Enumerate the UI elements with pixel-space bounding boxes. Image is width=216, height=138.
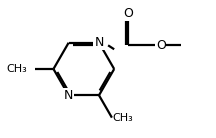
Text: O: O [156,39,166,52]
Text: CH₃: CH₃ [6,64,27,74]
Text: N: N [64,89,73,102]
Text: N: N [94,36,104,49]
Text: O: O [123,7,133,20]
Text: CH₃: CH₃ [113,113,133,123]
